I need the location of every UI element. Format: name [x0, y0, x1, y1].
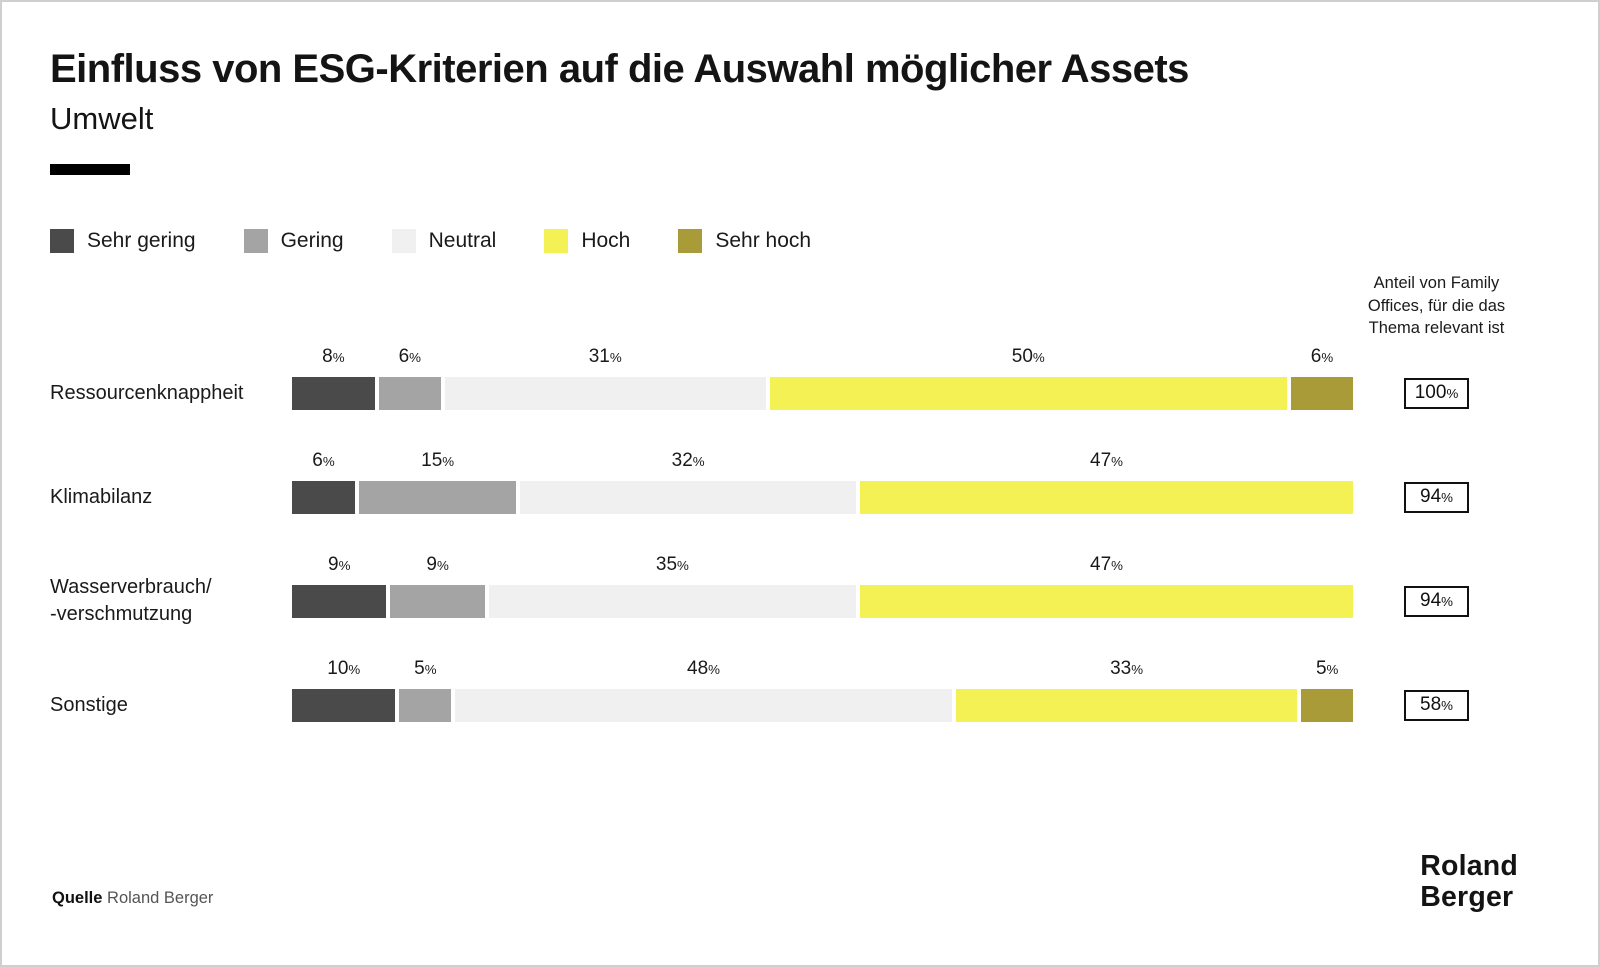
- bar-track: 6% 15% 32% 47%: [292, 450, 1353, 514]
- segment-value-label: 15%: [421, 449, 455, 471]
- segment-value-label: 47%: [1090, 449, 1123, 471]
- chart-row-wasserverbrauch-verschmutzung: Wasserverbrauch/ -verschmutzung 9% 9% 35% 47%…: [50, 549, 1550, 653]
- segment-value-label: 10%: [327, 657, 361, 679]
- roland-berger-logo: Roland Berger: [1420, 851, 1518, 913]
- category-label: Sonstige: [50, 692, 292, 719]
- bar-segment-sehr-gering: 9%: [292, 554, 387, 618]
- segment-value-label: 35%: [655, 553, 689, 575]
- relevance-header-spacer: [50, 271, 1353, 341]
- bar-segment-gering: 5%: [399, 658, 452, 722]
- relevance-cell: 58%: [1353, 689, 1550, 721]
- segment-value-label: 8%: [322, 345, 345, 367]
- relevance-value-box: 100%: [1404, 377, 1469, 409]
- legend-swatch-icon: [678, 229, 703, 253]
- category-label: Ressourcenknappheit: [50, 380, 292, 407]
- category-label: Klimabilanz: [50, 484, 292, 511]
- legend-item-gering: Gering: [243, 229, 344, 253]
- bar-segment-neutral: 32%: [520, 450, 856, 514]
- legend-swatch-icon: [50, 229, 74, 253]
- stacked-bar-chart: Ressourcenknappheit 8% 6% 31% 50% 6% 100% Klima…: [50, 341, 1550, 757]
- bar-track: 10% 5% 48% 33% 5%: [292, 658, 1354, 722]
- relevance-column-header: Anteil von Family Offices, für die das The…: [50, 271, 1550, 341]
- source-label: Quelle: [52, 889, 103, 907]
- segment-value-label: 50%: [1011, 345, 1045, 367]
- bar-segment-hoch: 33%: [955, 658, 1298, 722]
- bar-segment-hoch: 50%: [769, 346, 1287, 410]
- relevance-header-text: Anteil von Family Offices, für die das The…: [1368, 272, 1505, 340]
- bar-track: 9% 9% 35% 47%: [292, 554, 1353, 618]
- page-subtitle: Umwelt: [50, 101, 154, 136]
- bar-segment-sehr-gering: 8%: [292, 346, 375, 410]
- bar-segment-gering: 6%: [378, 346, 441, 410]
- legend-swatch-icon: [243, 229, 268, 253]
- relevance-header-line: Thema relevant ist: [1368, 319, 1505, 338]
- relevance-cell: 94%: [1353, 481, 1550, 513]
- bar-segment-hoch: 47%: [859, 554, 1353, 618]
- source-value: Roland Berger: [107, 889, 214, 907]
- title-underline: [50, 164, 130, 175]
- category-label-line: Ressourcenknappheit: [50, 381, 244, 404]
- segment-value-label: 5%: [1315, 657, 1339, 679]
- segment-value-label: 5%: [414, 657, 437, 679]
- legend: Sehr gering Gering Neutral Hoch Sehr hoch: [50, 229, 1550, 253]
- legend-swatch-icon: [544, 229, 569, 253]
- legend-label: Gering: [280, 229, 344, 252]
- relevance-cell: 94%: [1353, 585, 1550, 617]
- segment-value-label: 6%: [312, 449, 335, 471]
- legend-label: Sehr gering: [87, 229, 196, 252]
- logo-line-1: Roland: [1420, 850, 1518, 883]
- bar-segment-neutral: 31%: [444, 346, 766, 410]
- relevance-header-line: Anteil von Family: [1373, 273, 1500, 292]
- bar-segment-sehr-gering: 6%: [292, 450, 355, 514]
- relevance-value-box: 94%: [1404, 481, 1469, 513]
- bar-segment-neutral: 48%: [455, 658, 952, 722]
- legend-label: Sehr hoch: [715, 229, 812, 252]
- logo-line-2: Berger: [1420, 881, 1514, 914]
- bar-segment-sehr-hoch: 6%: [1290, 346, 1353, 410]
- chart-row-klimabilanz: Klimabilanz 6% 15% 32% 47% 94%: [50, 445, 1550, 549]
- legend-item-hoch: Hoch: [544, 229, 630, 253]
- page-title: Einfluss von ESG-Kriterien auf die Auswa…: [50, 47, 1189, 91]
- segment-value-label: 47%: [1090, 553, 1123, 575]
- category-label-line: Wasserverbrauch/: [50, 576, 212, 598]
- segment-value-label: 32%: [671, 449, 705, 471]
- relevance-header-line: Offices, für die das: [1367, 296, 1506, 315]
- segment-value-label: 9%: [328, 553, 351, 575]
- relevance-header-cell: Anteil von Family Offices, für die das The…: [1353, 271, 1550, 341]
- bar-segment-hoch: 47%: [859, 450, 1353, 514]
- source-line: Quelle Roland Berger: [52, 889, 213, 908]
- bar-segment-gering: 15%: [358, 450, 517, 514]
- legend-label: Neutral: [428, 229, 497, 252]
- segment-value-label: 33%: [1110, 657, 1144, 679]
- legend-swatch-icon: [391, 229, 416, 253]
- segment-value-label: 31%: [588, 345, 622, 367]
- relevance-cell: 100%: [1353, 377, 1550, 409]
- bar-segment-neutral: 35%: [488, 554, 856, 618]
- legend-label: Hoch: [581, 229, 631, 252]
- chart-row-ressourcenknappheit: Ressourcenknappheit 8% 6% 31% 50% 6% 100%: [50, 341, 1550, 445]
- segment-value-label: 9%: [426, 553, 449, 575]
- bar-segment-sehr-gering: 10%: [292, 658, 396, 722]
- segment-value-label: 6%: [1310, 345, 1334, 367]
- category-label-line: Sonstige: [50, 693, 128, 716]
- bar-segment-gering: 9%: [390, 554, 485, 618]
- legend-item-neutral: Neutral: [391, 229, 497, 253]
- category-label: Wasserverbrauch/ -verschmutzung: [50, 574, 292, 628]
- category-label-line: -verschmutzung: [50, 603, 193, 625]
- legend-item-sehr-hoch: Sehr hoch: [678, 229, 811, 253]
- segment-value-label: 6%: [398, 345, 421, 367]
- chart-row-sonstige: Sonstige 10% 5% 48% 33% 5% 58%: [50, 653, 1550, 757]
- bar-track: 8% 6% 31% 50% 6%: [292, 346, 1353, 410]
- legend-item-sehr-gering: Sehr gering: [50, 229, 196, 253]
- bar-segment-sehr-hoch: 5%: [1301, 658, 1354, 722]
- segment-value-label: 48%: [687, 657, 720, 679]
- relevance-value-box: 58%: [1404, 689, 1469, 721]
- relevance-value-box: 94%: [1404, 585, 1469, 617]
- category-label-line: Klimabilanz: [50, 485, 153, 508]
